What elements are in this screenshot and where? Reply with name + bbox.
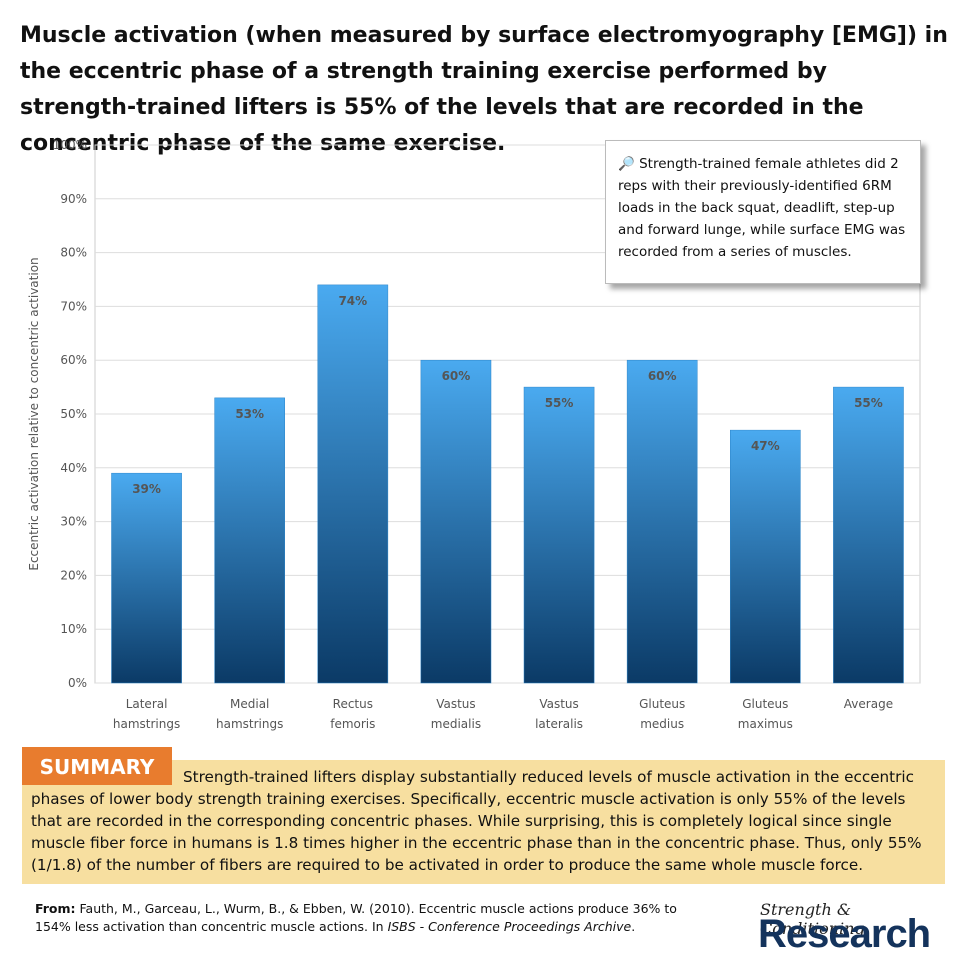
y-tick-label: 30%: [60, 515, 87, 529]
y-tick-label: 40%: [60, 461, 87, 475]
bar: [111, 472, 182, 684]
source-end: .: [631, 919, 636, 934]
x-tick-label: Average: [844, 697, 893, 711]
y-tick-label: 10%: [60, 622, 87, 636]
summary-text: Strength-trained lifters display substan…: [31, 768, 922, 874]
data-label: 53%: [235, 407, 264, 421]
x-tick-label: Vastus lateralis: [535, 697, 583, 731]
logo-top: Strength & Conditioning: [760, 900, 865, 938]
title: Muscle activation (when measured by surf…: [20, 23, 948, 156]
data-label: 55%: [545, 396, 574, 410]
source-label: From:: [35, 901, 76, 916]
y-tick-label: 100%: [53, 138, 87, 152]
chart: Eccentric activation relative to concent…: [27, 138, 921, 731]
x-tick-label: Medial hamstrings: [216, 697, 283, 731]
source: From: Fauth, M., Garceau, L., Wurm, B., …: [35, 900, 695, 936]
logo-bottom: Research: [758, 912, 931, 956]
summary-box: Strength-trained lifters display substan…: [22, 760, 945, 884]
y-tick-label: 0%: [68, 676, 87, 690]
x-tick-label: Lateral hamstrings: [113, 697, 180, 731]
y-tick-label: 50%: [60, 407, 87, 421]
annotation-box: 🔎 Strength-trained female athletes did 2…: [605, 140, 921, 284]
bar: [523, 386, 595, 684]
data-label: 60%: [442, 369, 471, 383]
bar: [626, 359, 698, 684]
data-label: 39%: [132, 482, 161, 496]
y-tick-label: 70%: [60, 299, 87, 313]
annotation: Strength-trained female athletes did 2 r…: [618, 156, 906, 260]
data-label: 60%: [648, 369, 677, 383]
source-journal: ISBS - Conference Proceedings Archive: [387, 919, 632, 934]
x-tick-label: Rectus femoris: [330, 697, 375, 731]
x-tick-label: Gluteus maximus: [738, 697, 793, 731]
magnifier-icon: 🔎: [618, 156, 635, 172]
data-label: 47%: [751, 439, 780, 453]
y-tick-label: 60%: [60, 353, 87, 367]
bar: [730, 429, 801, 684]
bar: [833, 386, 904, 684]
source-text: Fauth, M., Garceau, L., Wurm, B., & Ebbe…: [35, 901, 677, 934]
y-axis-label: Eccentric activation relative to concent…: [27, 257, 41, 570]
summary-label: SUMMARY: [22, 747, 172, 785]
y-tick-label: 80%: [60, 246, 87, 260]
bar: [317, 284, 389, 684]
x-tick-label: Vastus medialis: [431, 697, 481, 731]
data-label: 74%: [338, 294, 367, 308]
y-tick-label: 90%: [60, 192, 87, 206]
data-label: 55%: [854, 396, 883, 410]
bar: [420, 359, 492, 684]
y-tick-label: 20%: [60, 568, 87, 582]
bar: [214, 397, 285, 684]
x-tick-label: Gluteus medius: [639, 697, 685, 731]
